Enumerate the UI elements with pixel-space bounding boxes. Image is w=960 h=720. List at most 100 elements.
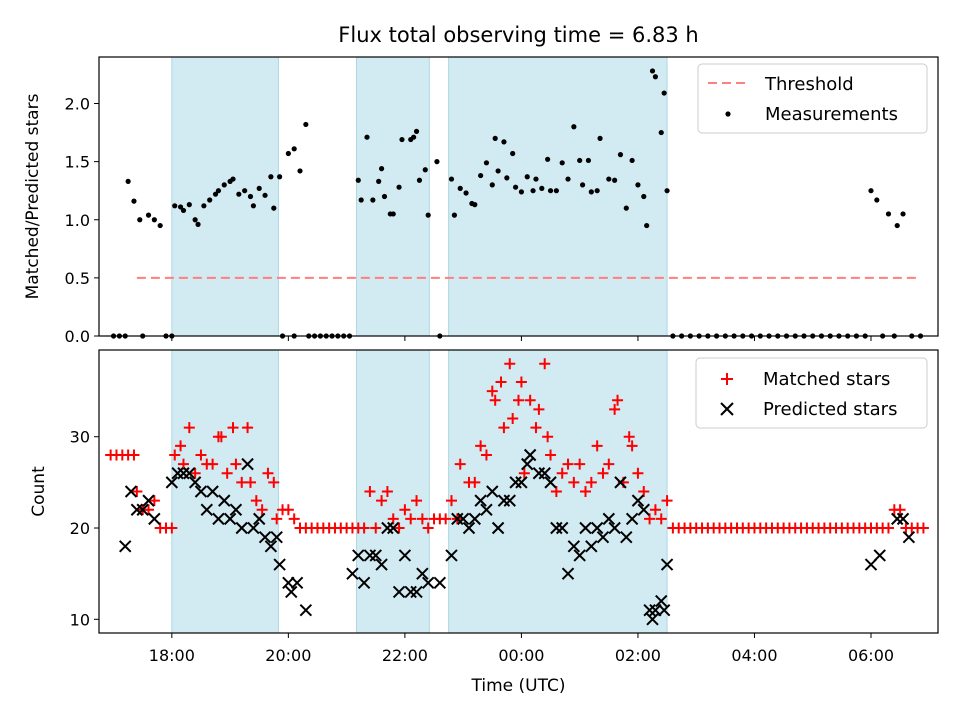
predicted-star-point: [270, 530, 283, 544]
predicted-star-point: [253, 512, 266, 526]
measurement-point: [381, 193, 388, 200]
x-tick-label: 20:00: [265, 646, 311, 665]
predicted-star-point: [521, 457, 534, 471]
predicted-star-point: [515, 476, 528, 489]
predicted-star-point: [241, 457, 254, 471]
measurement-point: [416, 177, 423, 183]
matched-star-point: [387, 513, 399, 525]
predicted-star-point: [183, 467, 196, 480]
measurement-point: [629, 157, 635, 164]
x-axis-label: Time (UTC): [471, 676, 566, 696]
predicted-star-point: [637, 503, 650, 516]
predicted-star-point: [657, 603, 671, 617]
measurement-point: [594, 188, 600, 194]
matched-star-point: [550, 486, 562, 497]
predicted-star-point: [561, 567, 575, 580]
predicted-star-point: [381, 521, 394, 535]
measurement-point: [212, 191, 219, 197]
predicted-star-point: [532, 467, 546, 480]
predicted-star-point: [462, 521, 476, 535]
bottom-legend-box: [695, 357, 928, 429]
top-shaded-intervals: [171, 56, 668, 337]
measurement-point: [649, 68, 656, 74]
matched-star-point: [533, 403, 545, 415]
matched-star-point: [268, 476, 280, 488]
measurement-point: [192, 217, 198, 223]
matched-star-point: [882, 522, 894, 534]
matched-star-point: [556, 467, 568, 479]
measurement-point: [641, 193, 647, 200]
matched-star-point: [894, 504, 906, 516]
measurement-point: [571, 124, 577, 130]
measurement-point: [900, 211, 906, 217]
matched-star-point: [649, 504, 661, 516]
measurement-point: [425, 212, 431, 218]
matched-star-point: [131, 486, 143, 497]
measurement-point: [285, 150, 291, 157]
predicted-star-point: [124, 485, 138, 498]
matched-star-point: [495, 376, 507, 388]
matched-star-point: [530, 422, 542, 434]
top-legend: Threshold Measurements: [697, 63, 928, 134]
matched-star-point: [655, 513, 667, 525]
matched-star-point: [626, 440, 638, 452]
measurement-point: [370, 197, 376, 203]
predicted-star-point: [902, 530, 916, 544]
measurement-point: [612, 177, 618, 183]
measurement-point: [588, 189, 594, 195]
measurement-point: [434, 159, 440, 165]
measurement-point: [131, 198, 137, 204]
measurement-point: [478, 172, 484, 179]
matched-star-point: [917, 522, 929, 534]
measurement-point: [510, 150, 516, 157]
matched-star-point: [440, 513, 452, 525]
top-y-tick-label: 0.5: [65, 269, 90, 288]
matched-star-point: [603, 458, 615, 470]
top-y-tick-label: 1.5: [65, 153, 90, 172]
measurement-point: [559, 160, 565, 166]
shaded-interval: [448, 56, 668, 337]
bottom-axes-frame: [98, 349, 939, 634]
x-tick-label: 02:00: [615, 646, 661, 665]
bottom-legend: Matched stars Predicted stars: [695, 357, 928, 429]
matched-star-point: [454, 458, 466, 470]
predicted-star-point: [567, 540, 581, 553]
predicted-star-point: [285, 585, 298, 599]
legend-measurements-label: Measurements: [765, 104, 898, 125]
matched-star-point: [597, 467, 609, 479]
matched-star-point: [542, 431, 554, 443]
measurement-point: [230, 176, 236, 182]
measurement-point: [553, 188, 559, 194]
chart-title: Flux total observing time = 6.83 h: [338, 23, 698, 47]
measurement-point: [271, 205, 277, 211]
predicted-star-point: [468, 512, 482, 526]
x-tick-label: 00:00: [498, 646, 544, 665]
measurement-point: [658, 129, 664, 136]
measurement-point: [242, 188, 248, 194]
measurement-point: [291, 146, 297, 152]
measurement-point: [399, 136, 405, 143]
measurement-point: [390, 211, 396, 217]
predicted-star-point: [456, 512, 470, 526]
predicted-star-point: [643, 603, 656, 617]
predicted-star-point: [165, 476, 179, 489]
measurement-point: [157, 222, 163, 229]
predicted-star-point: [486, 485, 499, 498]
measurement-point: [186, 202, 192, 208]
bottom-y-tick-label: 20: [70, 519, 90, 538]
matched-star-point: [271, 513, 283, 525]
matched-star-point: [445, 495, 457, 507]
measurement-point: [215, 188, 222, 194]
predicted-star-point: [264, 540, 278, 553]
matched-star-point: [609, 403, 621, 415]
predicted-star-point: [660, 558, 674, 571]
matched-star-point: [504, 358, 516, 370]
matched-star-point: [207, 458, 219, 470]
predicted-star-point: [509, 476, 522, 489]
top-y-tick-label: 0.0: [65, 327, 90, 346]
matched-star-point: [399, 504, 411, 516]
predicted-star-point: [258, 530, 272, 544]
predicted-star-point: [369, 549, 382, 562]
predicted-star-point: [491, 521, 505, 535]
x-tick-label: 06:00: [848, 646, 894, 665]
